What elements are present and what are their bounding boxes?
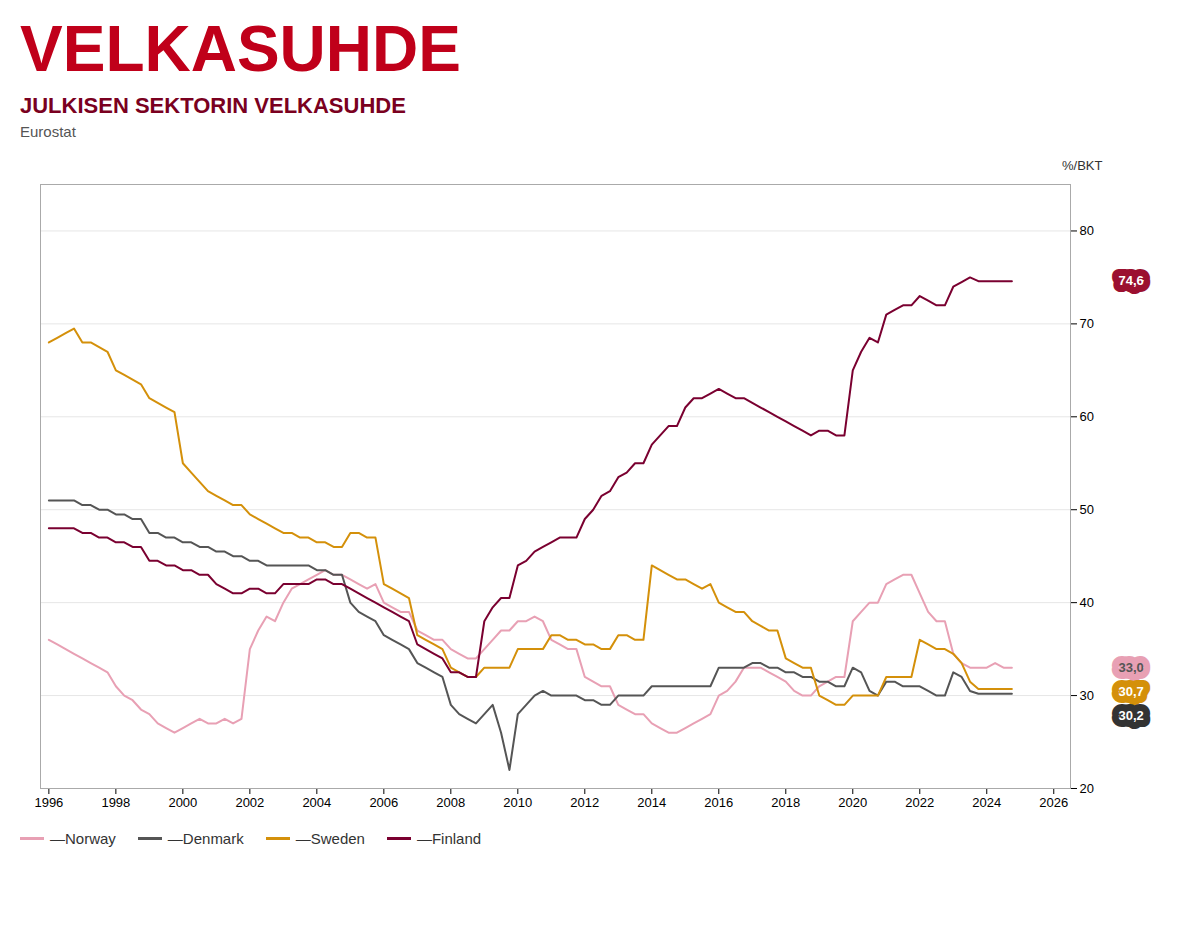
svg-text:2012: 2012 (570, 795, 599, 810)
svg-text:2022: 2022 (905, 795, 934, 810)
svg-text:2004: 2004 (302, 795, 331, 810)
svg-text:20: 20 (1080, 781, 1094, 796)
html-text:—Norway: —Norway (50, 830, 116, 848)
svg-text:%/BKT: %/BKT (1062, 158, 1103, 173)
svg-text:2020: 2020 (838, 795, 867, 810)
html-text:—Finland: —Finland (416, 830, 482, 848)
svg-text:2006: 2006 (369, 795, 398, 810)
svg-text:80: 80 (1080, 223, 1094, 238)
svg-text:2010: 2010 (503, 795, 532, 810)
svg-text:2024: 2024 (972, 795, 1001, 810)
svg-text:2016: 2016 (704, 795, 733, 810)
svg-text:30: 30 (1080, 688, 1094, 703)
svg-text:30,2: 30,2 (1119, 708, 1144, 723)
svg-text:1998: 1998 (101, 795, 130, 810)
svg-text:2000: 2000 (168, 795, 197, 810)
svg-text:2008: 2008 (436, 795, 465, 810)
svg-text:70: 70 (1080, 316, 1094, 331)
html-text:JULKISEN SEKTORIN VELKASUHDE: JULKISEN SEKTORIN VELKASUHDE (20, 93, 406, 119)
html-text:Eurostat: Eurostat (20, 123, 76, 141)
html-text:—Sweden: —Sweden (295, 830, 365, 848)
svg-text:2026: 2026 (1039, 795, 1068, 810)
svg-text:74,6: 74,6 (1119, 273, 1144, 288)
html-text:VELKASUHDE: VELKASUHDE (20, 13, 461, 85)
svg-text:2018: 2018 (771, 795, 800, 810)
svg-text:1996: 1996 (34, 795, 63, 810)
html-text:—Denmark: —Denmark (167, 830, 244, 848)
svg-text:2002: 2002 (235, 795, 264, 810)
svg-text:40: 40 (1080, 595, 1094, 610)
svg-text:30,7: 30,7 (1119, 684, 1144, 699)
svg-text:2014: 2014 (637, 795, 666, 810)
svg-text:33,0: 33,0 (1119, 660, 1144, 675)
svg-text:50: 50 (1080, 502, 1094, 517)
svg-text:60: 60 (1080, 409, 1094, 424)
